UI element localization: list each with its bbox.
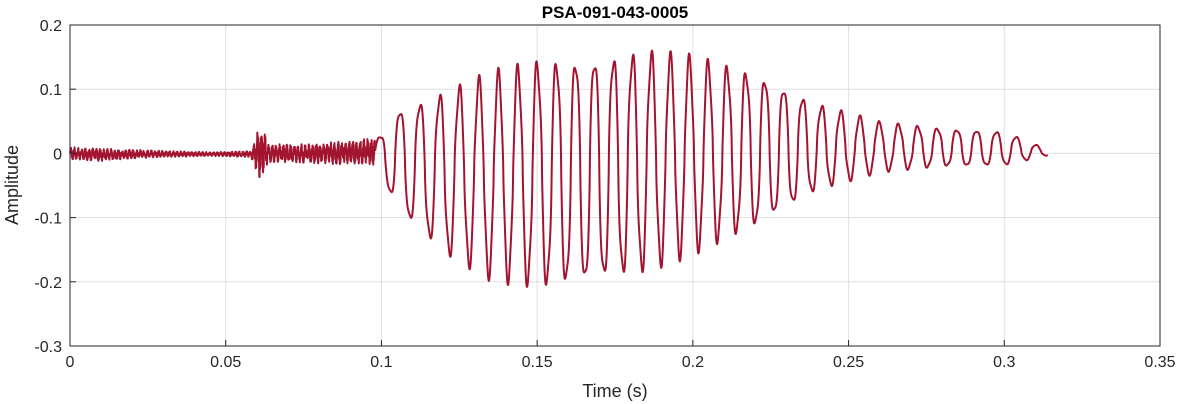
x-tick-labels: 0 0.05 0.1 0.15 0.2 0.25 0.3 0.35 [66, 354, 1176, 371]
y-tick-label: 0.1 [40, 82, 62, 99]
waveform-line [69, 49, 1049, 288]
y-tick-label: 0.2 [40, 18, 62, 35]
x-tick-label: 0 [66, 354, 75, 371]
x-tick-label: 0.15 [522, 354, 553, 371]
y-tick-label: 0 [53, 146, 62, 163]
x-tick-label: 0.3 [993, 354, 1015, 371]
x-tick-label: 0.2 [682, 354, 704, 371]
axis-ticks [69, 24, 1161, 347]
y-tick-label: -0.2 [34, 275, 62, 292]
plot-area-background [70, 25, 1160, 346]
x-tick-label: 0.05 [210, 354, 241, 371]
x-tick-label: 0.35 [1144, 354, 1175, 371]
axes-box [69, 24, 1161, 347]
y-tick-labels: -0.3 -0.2 -0.1 0 0.1 0.2 [34, 18, 62, 356]
x-tick-label: 0.1 [370, 354, 392, 371]
x-tick-label: 0.25 [833, 354, 864, 371]
y-tick-label: -0.3 [34, 339, 62, 356]
y-axis-label: Amplitude [2, 145, 22, 225]
y-tick-label: -0.1 [34, 211, 62, 228]
chart-title: PSA-091-043-0005 [542, 3, 688, 22]
x-axis-label: Time (s) [582, 381, 647, 401]
